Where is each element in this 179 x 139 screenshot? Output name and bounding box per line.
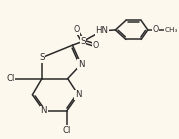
Text: S: S <box>39 53 45 62</box>
Text: N: N <box>41 106 47 116</box>
Text: O: O <box>152 25 159 34</box>
Text: Cl: Cl <box>6 74 15 83</box>
Text: N: N <box>75 90 81 99</box>
Text: HN: HN <box>96 26 108 35</box>
Text: S: S <box>80 37 86 46</box>
Text: N: N <box>78 60 84 69</box>
Text: CH₃: CH₃ <box>165 27 178 33</box>
Text: O: O <box>92 41 98 50</box>
Text: O: O <box>73 25 79 34</box>
Text: Cl: Cl <box>63 126 71 135</box>
